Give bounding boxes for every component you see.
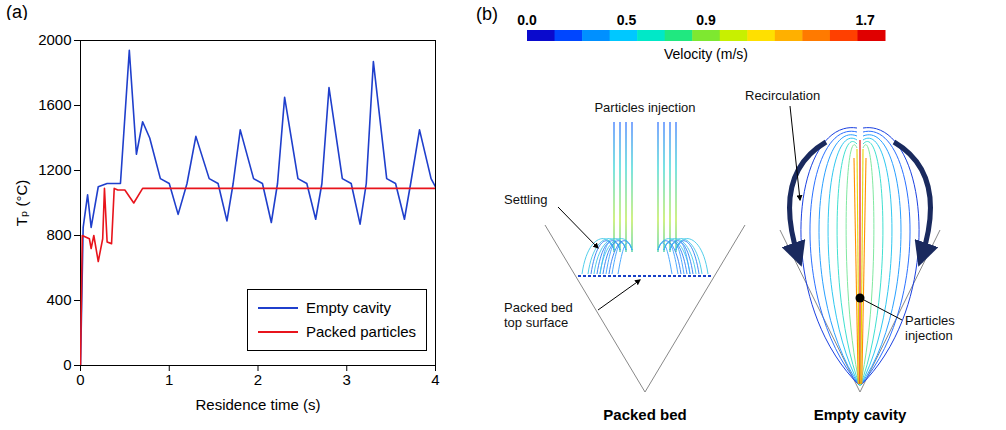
html-text:Empty cavity: Empty cavity <box>306 299 391 316</box>
svg-text:Recirculation: Recirculation <box>745 88 820 103</box>
svg-text:0.9: 0.9 <box>696 12 716 28</box>
svg-text:Tₚ (°C): Tₚ (°C) <box>13 180 30 227</box>
svg-text:2: 2 <box>254 371 262 388</box>
html-text:Packed particles: Packed particles <box>306 323 417 340</box>
svg-text:3: 3 <box>343 371 351 388</box>
svg-text:800: 800 <box>46 226 71 243</box>
svg-text:1: 1 <box>165 371 173 388</box>
svg-text:Packed bed: Packed bed <box>603 406 686 423</box>
svg-text:Velocity (m/s): Velocity (m/s) <box>664 46 748 62</box>
svg-text:0: 0 <box>76 371 84 388</box>
svg-text:Empty cavity: Empty cavity <box>814 406 907 423</box>
svg-text:Settling: Settling <box>504 192 547 207</box>
svg-text:1200: 1200 <box>38 161 71 178</box>
html-text:(a): (a) <box>6 2 28 22</box>
svg-text:0: 0 <box>63 356 71 373</box>
svg-text:400: 400 <box>46 291 71 308</box>
svg-text:Particles injection: Particles injection <box>594 100 695 115</box>
svg-text:Residence time (s): Residence time (s) <box>195 396 320 413</box>
svg-text:(b): (b) <box>476 4 498 24</box>
svg-text:1600: 1600 <box>38 96 71 113</box>
svg-text:Packed bedtop surface: Packed bedtop surface <box>504 300 573 330</box>
svg-text:4: 4 <box>431 371 439 388</box>
svg-text:0.0: 0.0 <box>517 12 537 28</box>
svg-text:2000: 2000 <box>38 31 71 48</box>
svg-text:1.7: 1.7 <box>855 12 875 28</box>
svg-text:Particlesinjection: Particlesinjection <box>905 313 955 343</box>
svg-text:0.5: 0.5 <box>617 12 637 28</box>
